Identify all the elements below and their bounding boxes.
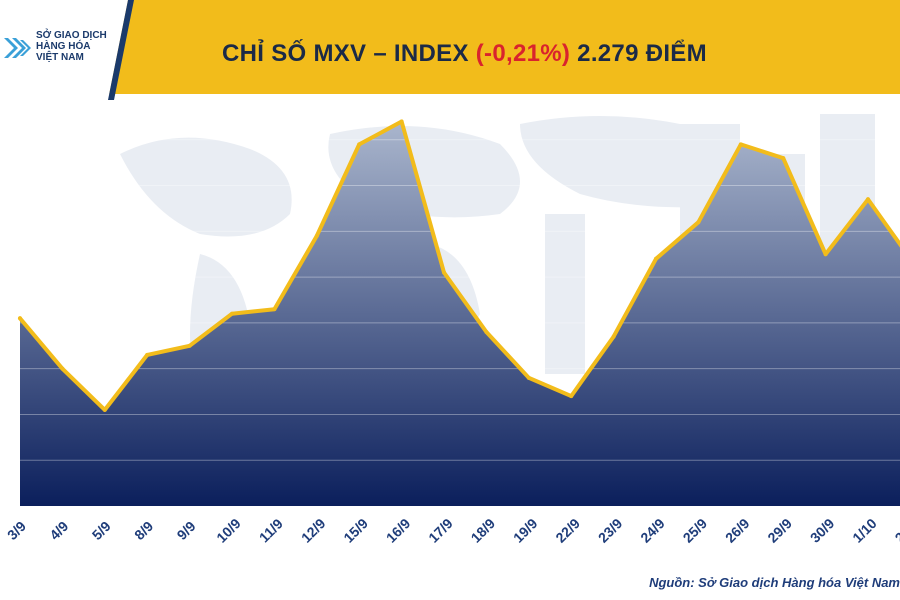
title-change-percent: (-0,21%) [475, 40, 571, 67]
title-prefix: CHỈ SỐ MXV – INDEX [222, 40, 476, 67]
data-point-18-9 [484, 330, 489, 335]
logo-icon [0, 0, 134, 100]
x-tick-label: 26/9 [722, 515, 753, 546]
source-note: Nguồn: Sở Giao dịch Hàng hóa Việt Nam [649, 575, 900, 590]
data-point-25-9 [696, 220, 701, 225]
x-tick-label: 9/9 [174, 518, 199, 543]
x-tick-label: 19/9 [510, 515, 541, 546]
header-banner [0, 0, 900, 94]
area-chart: 3/9 4/9 5/9 8/9 9/9 10/9 11/9 12/9 15/9 16/9 17/9 1… [0, 119, 900, 546]
logo-line-2: HÀNG HÓA [36, 41, 91, 52]
data-point-29-9 [781, 156, 786, 161]
data-point-22-9 [569, 394, 574, 399]
x-tick-label: 12/9 [298, 515, 329, 546]
data-point-15-9 [357, 142, 362, 147]
x-tick-label: 25/9 [680, 515, 711, 546]
data-point-30-9 [823, 252, 828, 257]
logo-line-3: VIỆT NAM [36, 52, 84, 63]
x-tick-label: 16/9 [383, 515, 414, 546]
x-tick-label: 11/9 [256, 515, 286, 545]
data-point-26-9 [738, 142, 743, 147]
logo-line-1: SỞ GIAO DỊCH [36, 30, 107, 41]
chart-title: CHỈ SỐ MXV – INDEX (-0,21%) 2.279 ĐIỂM [222, 40, 707, 76]
x-tick-label: 29/9 [764, 515, 795, 546]
data-point-23-9 [611, 334, 616, 339]
series-line [18, 119, 900, 412]
x-tick-label: 10/9 [213, 515, 244, 546]
data-point-24-9 [654, 256, 658, 261]
x-tick-label: 24/9 [637, 515, 668, 546]
x-tick-label: 5/9 [89, 518, 114, 543]
x-tick-label: 17/9 [425, 515, 456, 546]
data-point-11-9 [272, 307, 277, 312]
area-fill [20, 121, 900, 506]
x-tick-label: 15/9 [340, 515, 371, 546]
x-tick-label: 18/9 [468, 515, 499, 546]
x-tick-label: 30/9 [807, 515, 838, 546]
title-value: 2.279 ĐIỂM [570, 40, 707, 67]
data-point-10-9 [230, 311, 234, 316]
data-point-12-9 [314, 233, 319, 238]
x-tick-label: 2/10 [892, 515, 900, 546]
logo-text: SỞ GIAO DỊCH HÀNG HÓA VIỆT NAM [36, 30, 116, 63]
x-tick-label: 8/9 [131, 518, 156, 543]
data-point-9-9 [187, 343, 192, 348]
data-point-4-9 [60, 366, 65, 371]
x-tick-label: 4/9 [46, 518, 71, 543]
data-point-1-10 [866, 197, 870, 202]
data-point-17-9 [442, 270, 446, 275]
x-tick-label: 23/9 [595, 515, 626, 546]
data-point-19-9 [526, 375, 531, 380]
x-tick-label: 22/9 [552, 515, 583, 546]
data-point-5-9 [102, 407, 107, 412]
data-point-8-9 [145, 352, 150, 357]
data-point-16-9 [399, 119, 404, 124]
data-point-3-9 [18, 316, 22, 321]
x-tick-label: 1/10 [849, 515, 880, 546]
x-tick-label: 3/9 [4, 518, 29, 543]
